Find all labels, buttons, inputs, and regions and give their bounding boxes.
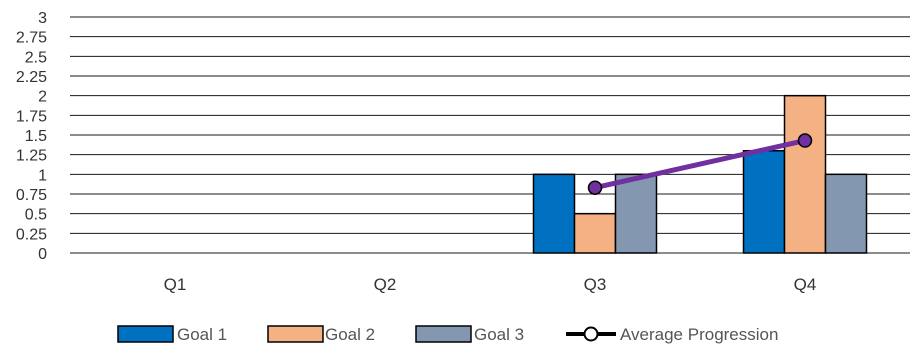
y-tick-label: 0 [38, 246, 47, 263]
bar-goal-2 [573, 212, 617, 254]
x-category-label: Q2 [374, 275, 397, 294]
y-axis-ticks: 0 0.25 0.5 0.75 1 1.25 1.5 1.75 2 2.25 2.5 2.75 3 [16, 10, 47, 263]
legend-label: Average Progression [620, 325, 778, 344]
line-point [797, 133, 813, 148]
legend-label: Goal 3 [474, 325, 524, 344]
bar-goal-3 [614, 173, 658, 254]
y-tick-label: 0.25 [16, 226, 47, 243]
y-tick-label: 0.75 [16, 187, 47, 204]
legend-marker [583, 326, 599, 342]
legend-label: Goal 2 [325, 325, 375, 344]
legend-swatch [117, 325, 174, 343]
x-category-label: Q4 [794, 275, 817, 294]
legend-swatch [267, 325, 324, 343]
line-point [587, 180, 603, 195]
y-tick-label: 1.75 [16, 108, 47, 125]
legend-swatch [415, 325, 472, 343]
y-tick-label: 2.5 [25, 49, 47, 66]
bar-goal-1 [742, 149, 786, 254]
y-tick-label: 2.75 [16, 30, 47, 47]
x-category-label: Q1 [164, 275, 187, 294]
y-tick-label: 2 [38, 89, 47, 106]
legend-label: Goal 1 [177, 325, 227, 344]
bar-goal-2 [783, 94, 827, 254]
y-tick-label: 1.5 [25, 128, 47, 145]
legend: Goal 1 Goal 2 Goal 3 Average Progression [117, 325, 778, 344]
bars [532, 94, 868, 254]
x-category-label: Q3 [584, 275, 607, 294]
bar-goal-1 [532, 173, 576, 254]
line-average-progression [592, 138, 808, 191]
gridlines [70, 16, 910, 254]
y-tick-label: 1.25 [16, 148, 47, 165]
y-tick-label: 3 [38, 10, 47, 27]
y-tick-label: 0.5 [25, 207, 47, 224]
x-axis-categories: Q1 Q2 Q3 Q4 [164, 275, 817, 294]
bar-goal-3 [824, 173, 868, 254]
y-tick-label: 2.25 [16, 69, 47, 86]
y-tick-label: 1 [38, 167, 47, 184]
line-series [587, 133, 813, 195]
